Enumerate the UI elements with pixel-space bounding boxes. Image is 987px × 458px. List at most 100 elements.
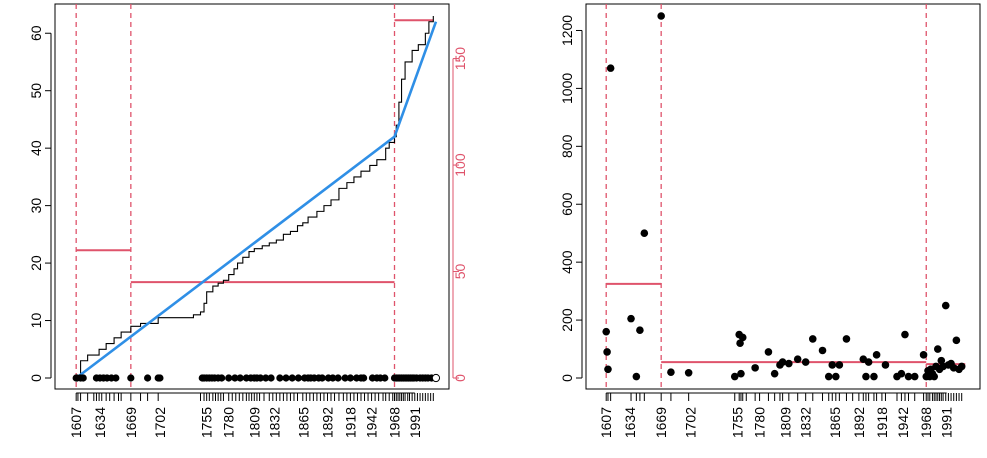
left-event-point — [381, 374, 389, 382]
left-x-tick-label: 1832 — [267, 407, 283, 438]
right-scatter-point — [738, 333, 747, 342]
right-x-tick-label: 1991 — [939, 407, 955, 438]
right-x-tick-label: 1892 — [851, 407, 867, 438]
right-x-tick-label: 1918 — [874, 407, 890, 438]
left-x-tick-label: 1892 — [319, 407, 335, 438]
right-scatter-point — [640, 229, 649, 237]
right-scatter-point — [684, 368, 693, 377]
left-x-tick-label: 1991 — [407, 407, 423, 438]
left-y-tick-label: 30 — [28, 198, 44, 214]
right-scatter-point — [604, 365, 612, 374]
left-y-tick-label: 40 — [28, 140, 44, 156]
left-x-tick-label: 1918 — [342, 407, 358, 438]
right-scatter-point — [904, 372, 913, 381]
left-event-point — [267, 374, 275, 382]
left-event-point — [262, 374, 270, 382]
right-x-tick-label: 1634 — [622, 407, 638, 438]
fitted-segment-line — [75, 21, 438, 380]
left-event-point — [334, 374, 342, 382]
right-scatter-point — [910, 372, 919, 381]
right-scatter-point — [737, 369, 745, 378]
left-event-point — [127, 374, 135, 382]
left-x-tick-label: 1809 — [246, 407, 262, 438]
right-y-tick-label: 400 — [559, 250, 575, 274]
left-x-tick-label: 1634 — [92, 407, 108, 438]
left-event-points — [72, 373, 441, 383]
left-event-point — [218, 374, 226, 382]
left-x-tick-label: 1865 — [296, 407, 312, 438]
left-event-point — [360, 374, 368, 382]
left-rug — [75, 393, 434, 401]
right-y-tick-label: 0 — [559, 374, 575, 382]
right-scatter-point — [793, 355, 802, 363]
right-scatter-point — [736, 339, 744, 348]
left-y-tick-label: 60 — [28, 25, 44, 41]
left-panel: 0 10 20 30 40 50 60 0 50 100 150 1607 1634 1669 1702… — [28, 3, 468, 438]
right-x-tick-label: 1780 — [752, 407, 768, 438]
left-event-point — [276, 374, 284, 382]
right-y-tick-label: 1000 — [559, 73, 575, 104]
left-x-tick-label: 1968 — [387, 407, 403, 438]
right-scatter-point — [930, 372, 939, 381]
left-plot-frame — [54, 3, 450, 390]
right-scatter-point — [832, 372, 840, 381]
right-rug — [605, 393, 963, 401]
right-scatter-point — [881, 361, 890, 369]
right-scatter-point — [636, 326, 644, 335]
right-y-axis: 0 200 400 600 800 1000 1200 — [559, 15, 583, 382]
right-scatter-point — [835, 361, 844, 369]
right-scatter-point — [627, 314, 635, 323]
right-scatter-point — [828, 361, 837, 369]
right-scatter-point — [667, 368, 675, 377]
right-scatter-point — [751, 364, 759, 372]
left-event-point — [346, 374, 355, 382]
right-scatter-point — [952, 336, 961, 345]
right-x-tick-label: 1809 — [777, 407, 793, 438]
right-scatter-point — [764, 348, 773, 356]
left-event-point — [143, 374, 152, 382]
right-x-tick-label: 1607 — [598, 407, 614, 438]
right-scatter-point — [864, 358, 873, 366]
right-scatter-point — [862, 372, 870, 381]
right-scatter-point — [842, 335, 851, 343]
right-scatter-point — [818, 346, 827, 355]
right-scatter-point — [778, 358, 787, 366]
left-x-tick-label: 1607 — [68, 407, 84, 438]
right-scatter-point — [657, 12, 665, 20]
left-event-point — [231, 374, 239, 382]
right-changepoint-lines — [605, 4, 927, 389]
right-x-tick-label: 1942 — [895, 407, 911, 438]
left-y2-tick-label: 50 — [452, 264, 468, 280]
left-x-tick-label: 1780 — [221, 407, 237, 438]
right-y-tick-label: 1200 — [559, 15, 575, 46]
left-x-tick-label: 1669 — [123, 407, 139, 438]
left-y-tick-label: 20 — [28, 255, 44, 271]
right-scatter-point — [870, 372, 878, 381]
right-scatter-point — [919, 351, 928, 359]
right-plot-frame — [585, 3, 981, 390]
left-y-tick-label: 50 — [28, 83, 44, 99]
right-scatter-point — [785, 359, 793, 368]
right-panel: 0 200 400 600 800 1000 1200 1607 1634 1669 1702 17… — [559, 3, 981, 438]
right-scatter-point — [933, 345, 942, 353]
left-secondary-y-axis: 0 50 100 150 — [452, 47, 468, 382]
left-x-tick-label: 1702 — [152, 407, 168, 438]
right-scatter-point — [632, 372, 641, 381]
left-event-point — [112, 374, 120, 382]
left-y-tick-label: 10 — [28, 313, 44, 329]
right-y-tick-label: 800 — [559, 134, 575, 158]
right-x-tick-label: 1669 — [653, 407, 669, 438]
right-scatter-point — [808, 335, 817, 343]
left-x-axis: 1607 1634 1669 1702 1755 1780 1809 1832 1865 1892… — [68, 392, 423, 438]
left-event-point — [294, 374, 302, 382]
right-x-tick-label: 1755 — [729, 407, 745, 438]
left-y2-tick-label: 150 — [452, 47, 468, 71]
right-scatter-point — [603, 348, 611, 356]
left-x-tick-label: 1942 — [364, 407, 380, 438]
cumulative-step-line — [76, 16, 434, 379]
right-y-tick-label: 600 — [559, 192, 575, 216]
left-event-point — [236, 374, 244, 382]
right-x-tick-label: 1702 — [682, 407, 698, 438]
right-segment-means — [606, 282, 966, 366]
